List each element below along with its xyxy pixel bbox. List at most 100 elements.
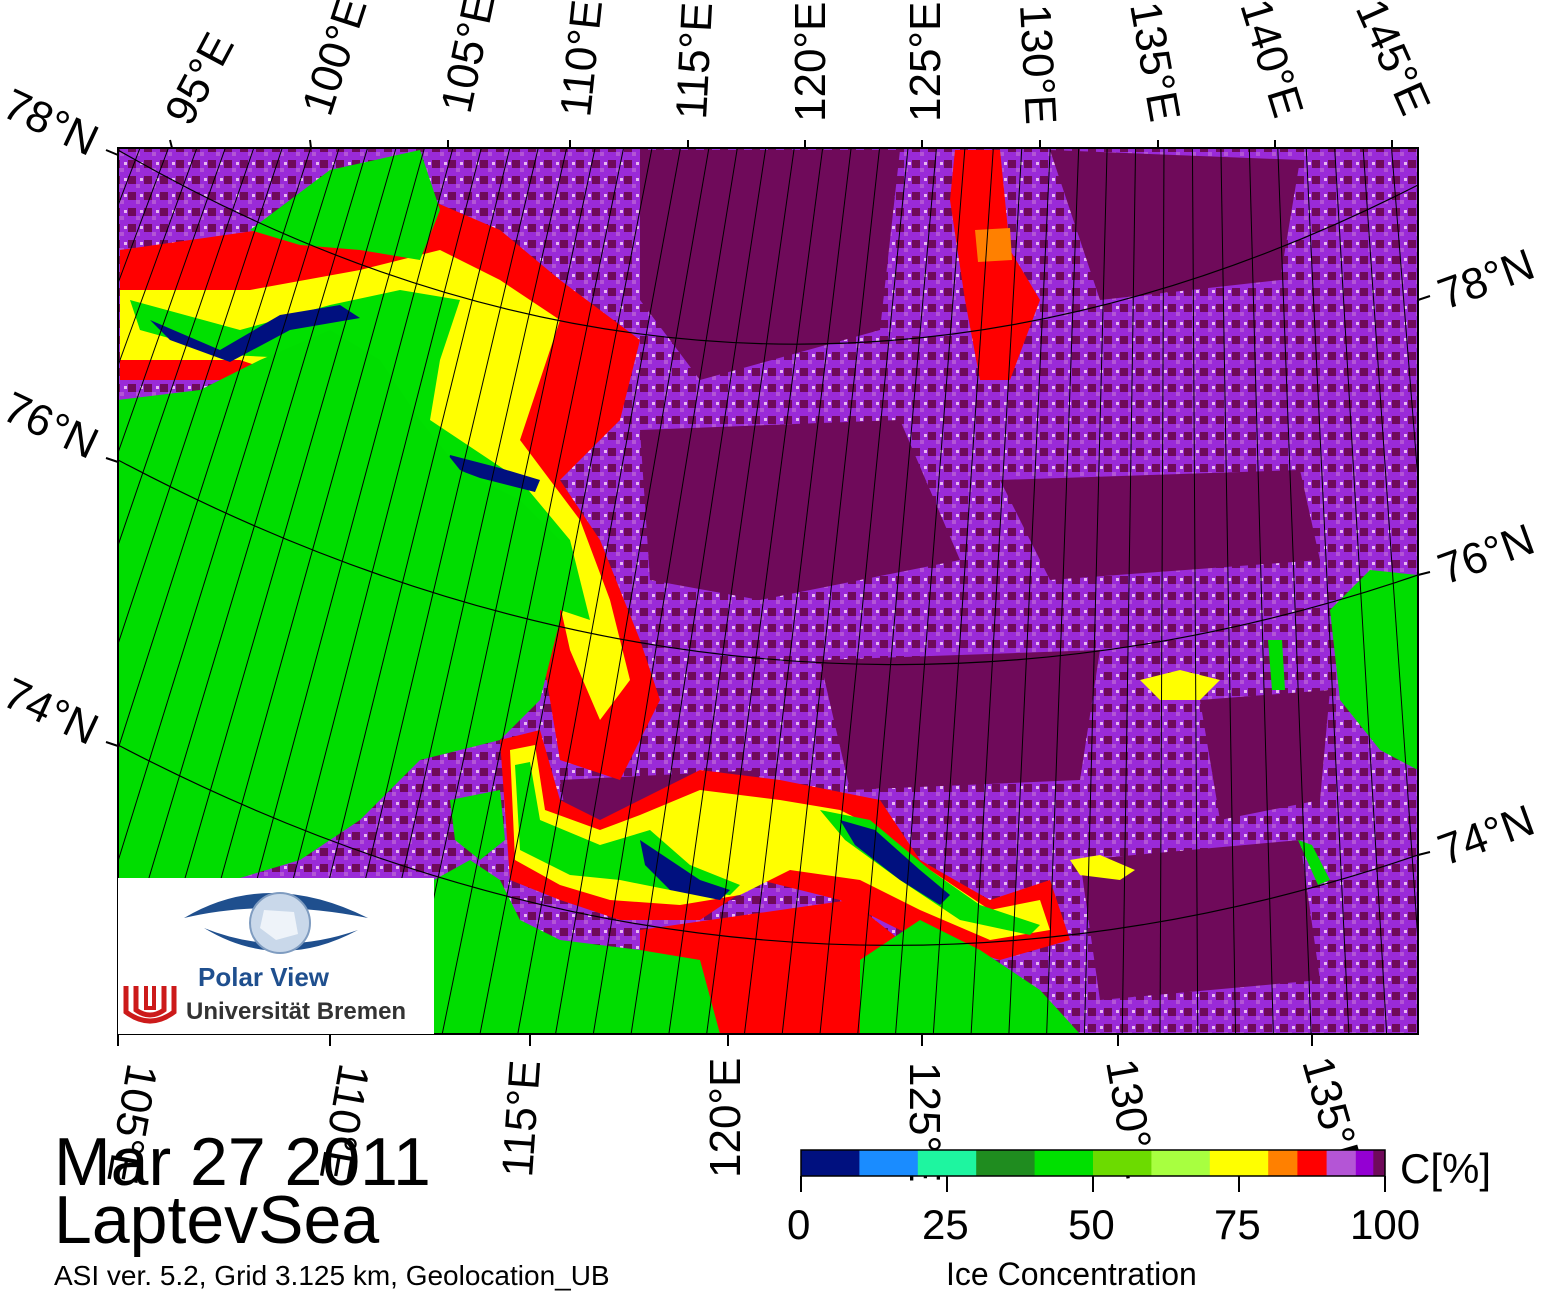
lon-label-top: 100°E [293,0,377,121]
ice-patch [1000,470,1320,580]
meridian-line [1334,148,1388,1034]
ice-patch [1200,690,1330,820]
meridian-line [1159,148,1165,1034]
meridian-line [118,148,226,455]
ice-patch [820,650,1100,790]
lat-label-left: 74°N [0,669,106,755]
colorbar-swatch [801,1150,860,1176]
land-island [450,790,505,860]
polynya-yellow [1070,855,1135,880]
polar-view-logo: Polar View Universität Bremen [118,878,434,1034]
polynya-yellow [1140,670,1220,700]
meridian-line [1362,148,1418,949]
meridian-line [118,148,340,863]
colorbar [800,1149,1386,1177]
colorbar-swatch [1373,1150,1386,1176]
colorbar-tick-label: 0 [787,1201,811,1248]
meridian-line [857,148,937,1034]
lon-label-top: 120°E [786,2,835,122]
lat-label-left: 78°N [0,80,106,166]
colorbar-swatch [1093,1150,1152,1176]
region-title: LaptevSea [54,1182,380,1258]
meridian-line [403,148,596,1034]
meridian-line [118,148,255,548]
colorbar-tick-label: 25 [922,1201,969,1248]
lon-label-bottom: 120°E [701,1058,750,1178]
colorbar-title: Ice Concentration [946,1256,1197,1292]
polynya-yellow [510,745,1050,940]
meridian-line [630,148,767,1034]
colorbar-swatch [1268,1150,1298,1176]
colorbar-swatch [917,1150,977,1176]
ice-patch [640,150,900,380]
lat-label-right: 76°N [1432,515,1541,595]
lon-label-top: 140°E [1230,0,1312,123]
meridian-line [668,148,795,1034]
meridian-line [517,148,681,1034]
polynya-yellow [120,250,630,720]
product-info: ASI ver. 5.2, Grid 3.125 km, Geolocation… [54,1260,610,1291]
eye-icon [184,892,368,954]
university-emblem-icon [123,986,177,1024]
logo-university-text: Universität Bremen [186,998,407,1025]
lon-label-bottom: 115°E [493,1058,550,1178]
date-title: Mar 27 2011 [54,1124,431,1200]
colorbar-swatch [1297,1150,1328,1176]
polynya-red [950,150,1040,380]
meridian-line [932,148,994,1034]
polynya-orange [975,228,1012,262]
lat-label-right: 74°N [1432,796,1541,876]
colorbar-tick-label: 75 [1214,1201,1261,1248]
graticule-latitudes [118,149,1418,946]
meridian-line [743,148,852,1034]
meridian-line [1305,148,1350,1034]
meridian-line [555,148,710,1034]
lon-label-top: 130°E [1010,3,1065,126]
land-south-coast [860,920,1080,1034]
polynya-blue [640,840,730,900]
land-taymyr [118,330,560,878]
lon-label-top: 95°E [156,25,244,133]
meridian-line [1008,148,1051,1034]
ice-patch [1080,840,1320,1000]
meridian-line [441,148,625,1034]
meridian-line [895,148,966,1034]
colorbar-unit: C[%] [1400,1145,1492,1192]
colorbar-swatch [1151,1150,1211,1176]
colorbar-swatch [1355,1150,1374,1176]
polynya-blue [150,305,360,362]
colorbar-tick-label: 100 [1350,1201,1421,1248]
top-lon-labels: 95°E 100°E 105°E 110°E 115°E 120°E 125°E… [156,0,1440,133]
meridian-line [1277,148,1312,1034]
map-frame [117,147,1419,1035]
meridian-line [1220,148,1237,1034]
meridian-line [592,148,738,1034]
lon-label-top: 105°E [432,0,505,117]
meridian-line [970,148,1023,1034]
lat-label-right: 78°N [1432,240,1541,320]
meridian-line [1191,148,1199,1034]
meridian-line [819,148,909,1034]
colorbar-swatch [859,1150,919,1176]
colorbar-swatch [1209,1150,1269,1176]
meridian-line [118,148,312,751]
map-ticks [105,139,1431,1046]
polynya-green [515,762,740,895]
colorbar-ticks [800,1176,1386,1192]
meridian-line [479,148,653,1034]
meridian-line [118,148,283,646]
colorbar-tick-label: 50 [1068,1201,1115,1248]
meridian-line [1391,148,1418,486]
colorbar-swatch [1034,1150,1094,1176]
polynya-blue [448,455,540,492]
land-island [1298,840,1330,885]
lon-label-top: 110°E [551,0,612,119]
ice-patch [1050,150,1300,300]
lon-label-top: 135°E [1120,0,1189,125]
meridian-line [118,148,198,367]
land-island [1268,640,1285,690]
polynya-blue [840,820,950,905]
map-field [118,148,1418,1034]
meridian-line [781,148,881,1034]
